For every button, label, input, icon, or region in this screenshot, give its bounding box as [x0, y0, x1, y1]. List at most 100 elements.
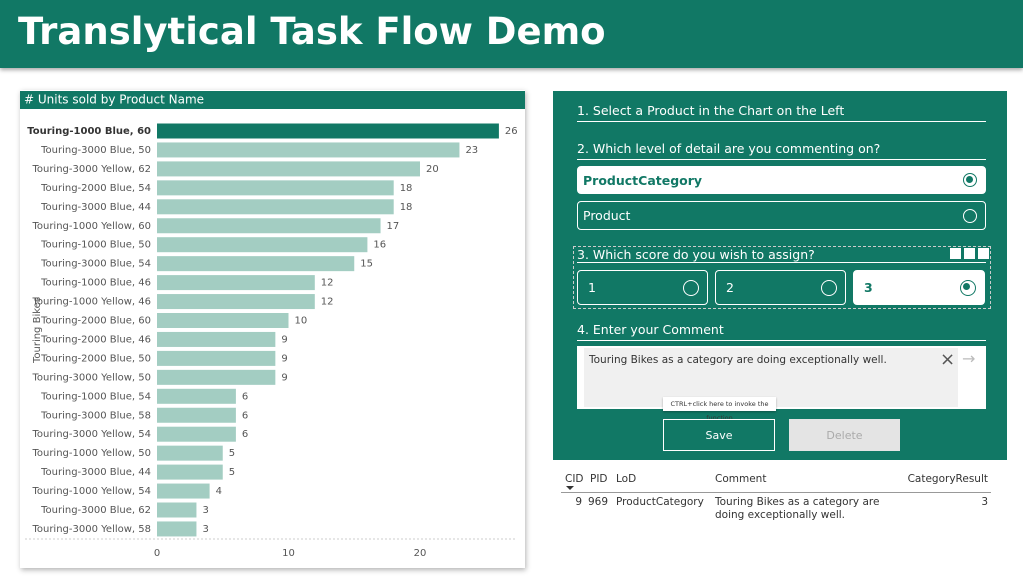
- bar: [157, 407, 236, 423]
- sort-arrow: [566, 486, 574, 490]
- data-label: 4: [216, 486, 222, 497]
- column-header[interactable]: Comment: [715, 473, 767, 485]
- y-tick-label: Touring-1000 Yellow, 60: [31, 221, 151, 232]
- option-text: ProductCategory: [583, 172, 703, 188]
- clear-icon[interactable]: ×: [940, 349, 956, 370]
- table-cell: ProductCategory: [616, 496, 704, 508]
- delete-button[interactable]: Delete: [789, 419, 900, 451]
- bar: [157, 483, 210, 499]
- bar: [157, 388, 236, 404]
- column-header[interactable]: CID: [565, 473, 584, 485]
- y-tick-label: Touring-3000 Blue, 54: [40, 259, 151, 270]
- chart-title-bar: [20, 91, 525, 109]
- data-label: 12: [321, 297, 334, 308]
- bar: [157, 237, 368, 253]
- data-label: 17: [387, 221, 400, 232]
- table-cell: Touring Bikes as a category are doing ex…: [715, 496, 880, 521]
- table-cell: 969: [588, 496, 609, 508]
- x-tick-label: 0: [154, 548, 160, 559]
- bar: [157, 445, 223, 461]
- step-label: 1. Select a Product in the Chart on the …: [577, 103, 986, 122]
- radio: [963, 208, 977, 223]
- step-label: 3. Which score do you wish to assign?: [577, 247, 815, 262]
- x-tick-label: 20: [414, 548, 427, 559]
- data-label: 5: [229, 467, 235, 478]
- y-tick-label: Touring-1000 Yellow, 50: [31, 448, 151, 459]
- y-tick-label: Touring-1000 Blue, 46: [40, 278, 151, 289]
- bar: [157, 275, 315, 291]
- data-label: 6: [242, 429, 248, 440]
- bar: [157, 313, 289, 328]
- more-icon[interactable]: [978, 248, 989, 259]
- data-label: 9: [281, 334, 287, 345]
- y-tick-label: Touring-1000 Blue, 54: [40, 391, 151, 402]
- column-header[interactable]: CategoryResult: [907, 473, 988, 485]
- data-label: 20: [426, 164, 439, 175]
- filter-icon[interactable]: [950, 248, 961, 259]
- save-button[interactable]: Save: [663, 419, 775, 451]
- bar: [157, 142, 460, 158]
- bar: [157, 331, 276, 347]
- data-label: 16: [373, 240, 386, 251]
- data-label: 3: [202, 505, 208, 516]
- y-tick-label: Touring-3000 Blue, 44: [40, 202, 151, 213]
- option-text: 2: [726, 280, 734, 295]
- header: Translytical Task Flow Demo: [0, 0, 1023, 68]
- data-label: 23: [465, 145, 478, 156]
- radio: [683, 279, 699, 296]
- data-label: 26: [505, 126, 518, 137]
- option-text: 3: [864, 280, 873, 295]
- data-label: 6: [242, 410, 248, 421]
- bar: [157, 350, 276, 366]
- y-tick-label: Touring-2000 Blue, 60: [40, 316, 151, 327]
- table-cell: 9: [575, 496, 582, 508]
- column-header[interactable]: PID: [590, 473, 608, 485]
- bar: [157, 256, 355, 272]
- divider: [577, 262, 986, 263]
- bar: [157, 502, 197, 518]
- y-tick-label: Touring-2000 Blue, 54: [40, 183, 151, 194]
- data-label: 5: [229, 448, 235, 459]
- submit-arrow[interactable]: →: [962, 349, 976, 368]
- y-tick-label: Touring-2000 Blue, 46: [40, 334, 151, 345]
- bar: [157, 123, 499, 139]
- data-label: 12: [321, 278, 334, 289]
- score-option[interactable]: 1: [577, 270, 708, 305]
- score-option[interactable]: 2: [715, 270, 846, 305]
- data-label: 3: [202, 524, 208, 535]
- y-tick-label: Touring-1000 Blue, 60: [27, 126, 151, 137]
- radio: [821, 279, 837, 296]
- bar: [157, 180, 394, 196]
- radio: [963, 173, 977, 187]
- chart: # Units sold by Product Name Touring Bik…: [20, 91, 525, 559]
- data-label: 6: [242, 391, 248, 402]
- bar: [157, 369, 276, 385]
- y-tick-label: Touring-1000 Yellow, 54: [31, 486, 151, 497]
- step-label: 4. Enter your Comment: [577, 322, 986, 341]
- selection-outline: [573, 246, 991, 309]
- table-cell: 3: [981, 496, 988, 508]
- header-divider: [561, 492, 991, 493]
- y-tick-label: Touring-3000 Yellow, 50: [31, 372, 151, 383]
- data-label: 9: [281, 372, 287, 383]
- data-label: 15: [360, 259, 373, 270]
- focus-icon[interactable]: [964, 248, 975, 259]
- tooltip: CTRL+click here to invoke the function: [663, 397, 776, 422]
- bar: [157, 464, 223, 480]
- y-tick-label: Touring-3000 Yellow, 62: [31, 164, 151, 175]
- y-tick-label: Touring-2000 Blue, 50: [40, 353, 151, 364]
- bar: [157, 199, 394, 215]
- y-tick-label: Touring-3000 Blue, 62: [40, 505, 151, 516]
- lod-option[interactable]: ProductCategory: [577, 166, 986, 194]
- bar: [157, 218, 381, 234]
- data-label: 9: [281, 353, 287, 364]
- score-option[interactable]: 3: [853, 270, 985, 305]
- option-text: 1: [588, 280, 596, 295]
- y-tick-label: Touring-3000 Blue, 50: [40, 145, 151, 156]
- chart-title: # Units sold by Product Name: [24, 93, 204, 107]
- column-header[interactable]: LoD: [616, 473, 637, 485]
- data-label: 18: [400, 183, 413, 194]
- y-axis-label: Touring Bikes: [32, 297, 43, 364]
- y-tick-label: Touring-3000 Blue, 44: [40, 467, 151, 478]
- lod-option[interactable]: Product: [577, 201, 986, 230]
